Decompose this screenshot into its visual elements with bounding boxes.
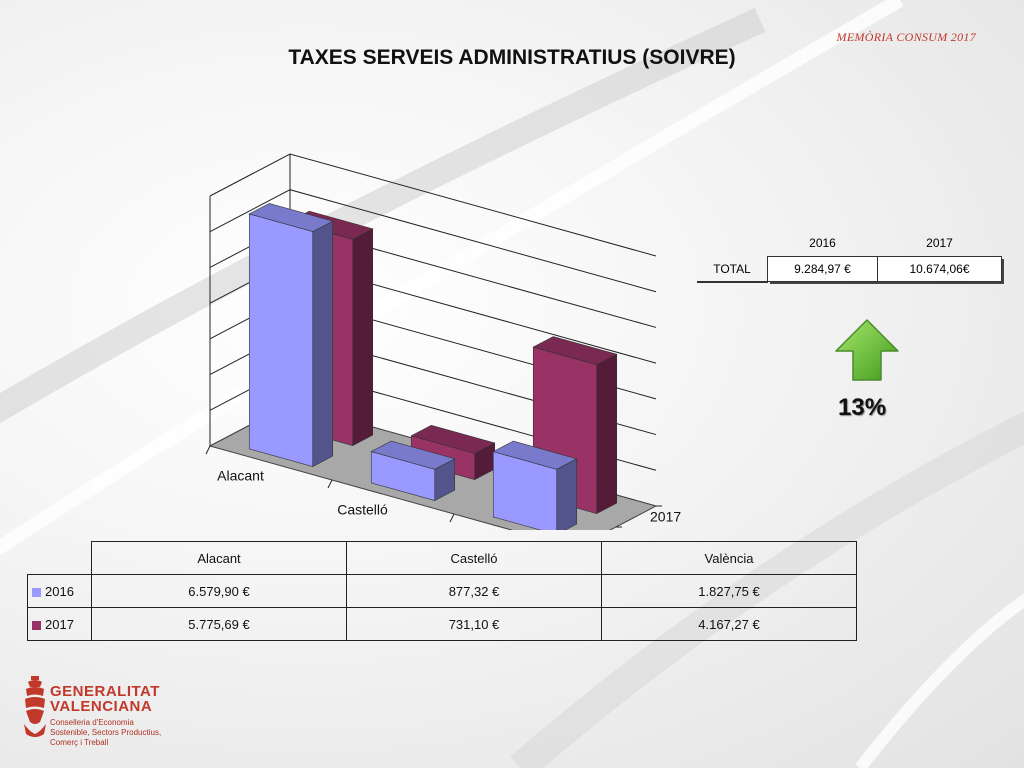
chart-data-table: Alacant Castelló València 2016 6.579,90 …: [27, 541, 857, 641]
bar-top-face: [492, 440, 578, 470]
totals-header-2017: 2017: [926, 236, 953, 250]
bar-side-face: [556, 458, 578, 530]
data-table-header-valencia: València: [601, 541, 857, 575]
data-table-header-alacant: Alacant: [91, 541, 347, 575]
bar-top-face: [410, 424, 496, 454]
bar-top-face: [532, 336, 618, 366]
data-cell: 5.775,69 €: [91, 607, 347, 641]
growth-percentage: 13%: [838, 394, 887, 421]
bar-chart-3d: AlacantCastellóValència20162017: [205, 153, 681, 531]
category-label: Castelló: [337, 502, 388, 518]
legend-label-2017: 2017: [45, 616, 74, 632]
totals-header-blank: [697, 232, 768, 257]
data-cell: 731,10 €: [346, 607, 602, 641]
bar-side-face: [312, 220, 334, 468]
bar-2016-Alacant: [248, 203, 334, 468]
data-cell: 4.167,27 €: [601, 607, 857, 641]
legend-label-2016: 2016: [45, 583, 74, 599]
category-label: Alacant: [217, 468, 264, 484]
legend-2016: 2016: [27, 574, 92, 608]
totals-value-2017: 10.674,06€: [877, 256, 1002, 282]
generalitat-logo-icon: [24, 676, 46, 737]
legend-swatch-2016: [32, 587, 41, 597]
legend-2017: 2017: [27, 607, 92, 641]
legend-swatch-2017: [32, 620, 41, 630]
up-arrow-icon: [835, 319, 899, 381]
data-cell: 877,32 €: [346, 574, 602, 608]
chart-bars: [248, 203, 618, 530]
bar-2016-València: [492, 440, 578, 530]
bar-2016-Castelló: [370, 440, 456, 502]
category-tick: [205, 445, 211, 455]
bar-side-face: [352, 228, 374, 447]
totals-row-label: TOTAL: [697, 256, 768, 283]
generalitat-logo-text: GENERALITAT VALENCIANA Conselleria d'Eco…: [50, 684, 161, 748]
report-header-note: MEMÒRIA CONSUM 2017: [836, 30, 976, 44]
chart-labels: AlacantCastellóValència20162017: [217, 468, 681, 531]
category-tick: [449, 513, 455, 523]
data-cell: 1.827,75 €: [601, 574, 857, 608]
data-table-header-castello: Castelló: [346, 541, 602, 575]
logo-line-2: VALENCIANA: [50, 698, 153, 715]
logo-sub-1: Conselleria d'Economia: [50, 718, 134, 727]
bar-top-face: [248, 203, 334, 232]
logo-line-1: GENERALITAT: [50, 683, 160, 700]
logo-sub-2: Sostenible, Sectors Productius,: [50, 728, 162, 737]
logo-sub-3: Comerç i Treball: [50, 738, 109, 747]
bar-top-face: [370, 440, 456, 470]
totals-table: 2016 2017 TOTAL 9.284,97 € 10.674,06€: [697, 232, 1002, 283]
totals-header-2016: 2016: [809, 236, 836, 250]
data-cell: 6.579,90 €: [91, 574, 347, 608]
bar-front-face: [248, 213, 314, 467]
depth-label: 2016: [610, 530, 641, 531]
category-tick: [327, 479, 333, 489]
data-table-corner: [28, 542, 92, 575]
bar-side-face: [596, 353, 618, 515]
page-title: TAXES SERVEIS ADMINISTRATIUS (SOIVRE): [288, 46, 736, 69]
totals-value-2016: 9.284,97 €: [767, 256, 878, 282]
depth-label: 2017: [650, 509, 681, 525]
